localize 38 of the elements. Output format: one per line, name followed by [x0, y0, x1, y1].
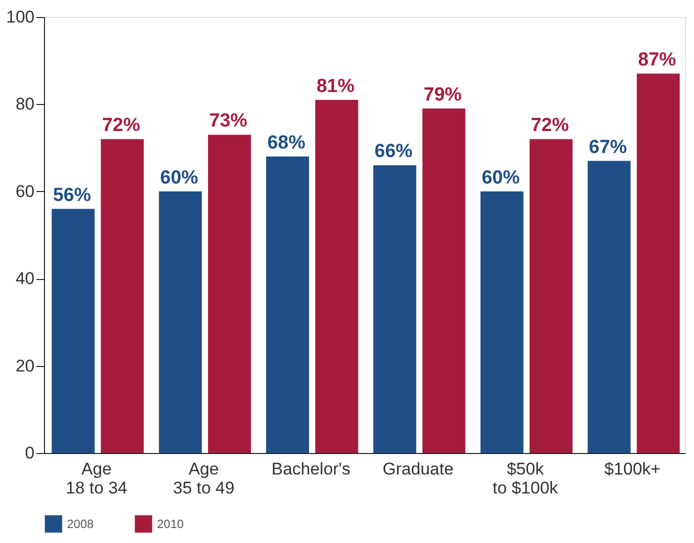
data-label: 68%	[267, 132, 306, 154]
bar	[315, 100, 358, 453]
bar	[266, 156, 310, 453]
y-tick-label: 60	[16, 182, 34, 201]
data-label: 56%	[52, 184, 92, 206]
y-tick-label: 80	[16, 94, 34, 114]
bar	[52, 208, 95, 453]
x-tick-label: Graduate	[382, 460, 454, 478]
x-tick-label: $50k to $100k	[492, 460, 558, 498]
data-label: 81%	[316, 76, 355, 97]
bar	[480, 191, 524, 453]
y-tick-label: 100	[6, 8, 34, 26]
bar	[373, 165, 416, 453]
y-tick-label: 40	[16, 269, 34, 288]
bar	[530, 139, 573, 453]
bar	[422, 108, 466, 453]
data-label: 79%	[424, 84, 462, 106]
x-tick-label: Bachelor's	[271, 460, 350, 478]
bar	[100, 139, 144, 453]
bar	[158, 191, 202, 453]
legend-label: 2008	[67, 516, 94, 531]
x-tick-label: Age 18 to 34	[66, 460, 128, 498]
data-label: 72%	[102, 115, 140, 136]
y-tick-label: 0	[25, 444, 34, 462]
bar	[588, 160, 631, 453]
data-label: 66%	[374, 141, 413, 162]
data-label: 60%	[482, 167, 520, 188]
bar	[208, 134, 251, 453]
data-label: 67%	[588, 136, 628, 158]
data-label: 87%	[638, 50, 676, 71]
y-tick-label: 20	[16, 356, 34, 376]
data-label: 60%	[160, 167, 198, 188]
legend-label: 2010	[157, 516, 184, 531]
x-tick-label: $100k+	[604, 460, 661, 478]
data-label: 73%	[209, 110, 248, 132]
data-label: 72%	[530, 115, 569, 136]
bar	[636, 74, 680, 453]
x-tick-label: Age 35 to 49	[172, 460, 234, 498]
